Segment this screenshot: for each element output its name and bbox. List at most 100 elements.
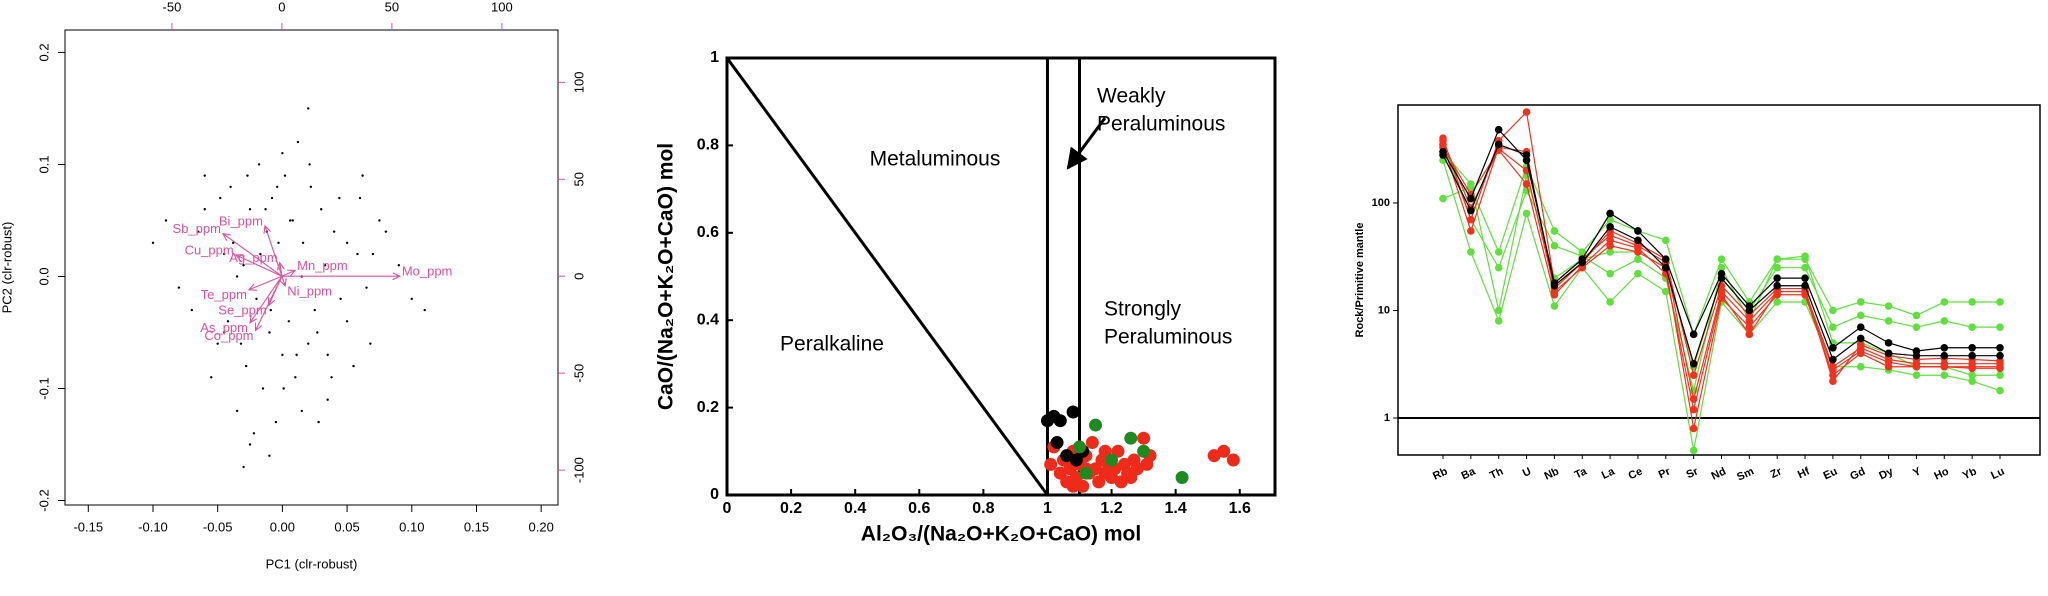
region-label: Metaluminous [870,148,1001,171]
point [222,331,226,334]
x-tick-label: 0.00 [270,519,295,534]
point [226,320,230,323]
point [1856,298,1865,306]
point [1689,330,1698,339]
y-tick-label: 0.6 [697,224,719,241]
point [1996,357,2004,365]
point [203,208,206,211]
point [282,387,285,390]
point [1439,136,1447,145]
point [1968,351,1976,360]
point [1940,351,1949,360]
point [242,264,245,267]
point [1124,471,1138,485]
y-tick-label: 1 [710,49,719,66]
point [345,320,349,323]
x-tick-label: -0.15 [73,519,103,534]
x2-tick-label: -50 [163,0,182,14]
x-tick-label: Ta [1573,465,1590,481]
point [1912,371,1921,380]
point [410,297,413,301]
point [1912,323,1921,331]
point [384,230,388,233]
loading-arrow [281,272,402,281]
point [244,364,248,368]
point [1912,311,1921,320]
point [1801,274,1809,282]
point [235,409,239,413]
point [1124,431,1138,445]
point [326,353,329,357]
loading-label: Se_ppm [218,303,266,318]
point [190,308,194,312]
x-tick-label: 1.6 [1229,500,1251,517]
point [1606,241,1614,250]
point [294,376,297,379]
point [1856,311,1865,320]
point [287,320,291,323]
point [1968,323,1976,331]
point [264,208,267,211]
y-tick-label: -0.2 [36,489,51,511]
x-tick-label: Th [1488,465,1506,482]
point [369,342,372,345]
y-axis-title: PC2 (clr-robust) [0,222,14,314]
x-tick-label: Y [1911,465,1923,479]
point [1968,298,1976,306]
point [242,465,245,469]
point [352,364,355,368]
point [291,219,294,222]
region-label: Weakly [1097,85,1166,108]
loading-arrow [276,261,285,277]
point [1217,444,1231,458]
point [1494,317,1503,325]
point [268,454,271,457]
point [332,230,336,233]
point [1494,248,1503,256]
point [229,185,232,189]
y-tick-label: 0.2 [36,43,51,61]
x-tick-label: 0.15 [464,519,489,534]
loading-label: Co_ppm [204,328,253,343]
x-tick-label: -0.05 [203,519,233,534]
x-tick-label: Ce [1627,465,1645,482]
point [1467,215,1475,224]
x-tick-label: U [1521,465,1533,479]
point [235,275,239,278]
point [216,342,219,345]
x-tick-label: Ba [1460,465,1479,482]
point [1773,298,1781,306]
point [255,297,258,301]
point [308,163,311,166]
region-label: Strongly [1104,298,1182,321]
point [1773,281,1781,290]
point [1801,263,1809,272]
x-tick-label: 1.4 [1165,500,1187,517]
point [397,264,401,267]
point [361,174,364,177]
point [1773,287,1781,296]
point [295,353,298,357]
point [1494,263,1503,272]
x-tick-label: Pr [1657,465,1673,481]
point [1053,414,1067,428]
x2-tick-label: 0 [278,0,285,14]
point [1226,453,1240,467]
point [1689,371,1698,380]
point [1662,236,1670,245]
point [1829,366,1837,374]
point [1089,418,1103,432]
point [1745,317,1754,325]
point [1137,444,1151,458]
point [1996,351,2004,360]
point [1550,302,1559,310]
y-axis-title: CaO/(Na₂O+K₂O+CaO) mol [655,143,678,410]
point [1606,209,1614,218]
point [1996,323,2004,331]
x-tick-label: Zr [1769,465,1785,481]
loading-arrow [234,254,283,277]
point [1968,371,1976,380]
point [323,264,327,267]
y-tick-label: 0.2 [697,399,719,416]
x-tick-label: Gd [1848,465,1867,482]
